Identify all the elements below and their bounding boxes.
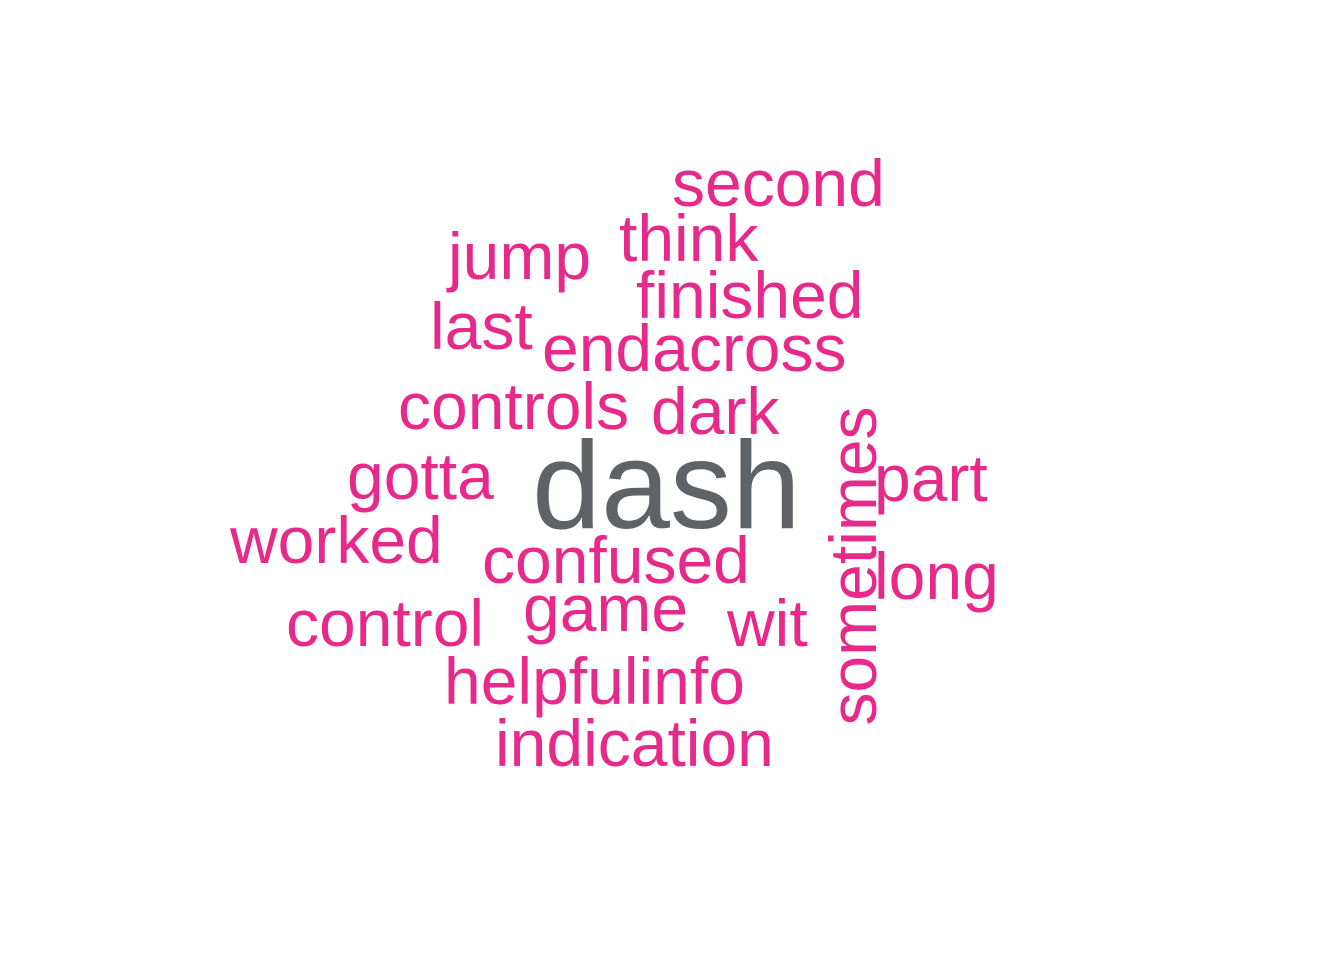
word-finished: finished — [636, 258, 864, 332]
word-part: part — [874, 441, 988, 515]
word-controls: controls — [398, 369, 630, 443]
word-dark: dark — [651, 374, 780, 448]
word-indication: indication — [495, 706, 774, 780]
word-long: long — [874, 539, 999, 613]
word-control: control — [286, 586, 485, 660]
word-confused: confused — [482, 523, 750, 597]
word-gotta: gotta — [347, 439, 494, 513]
word-helpfulinfo: helpfulinfo — [444, 644, 745, 718]
word-dash: dash — [532, 417, 801, 555]
word-jump: jump — [448, 219, 592, 293]
word-sometimes: sometimes — [816, 406, 890, 726]
word-second: second — [672, 146, 885, 220]
word-think: think — [619, 201, 759, 275]
word-wit: wit — [727, 586, 808, 660]
word-game: game — [523, 571, 689, 645]
word-last: last — [430, 289, 533, 363]
word-endacross: endacross — [542, 311, 847, 385]
word-worked: worked — [230, 503, 443, 577]
